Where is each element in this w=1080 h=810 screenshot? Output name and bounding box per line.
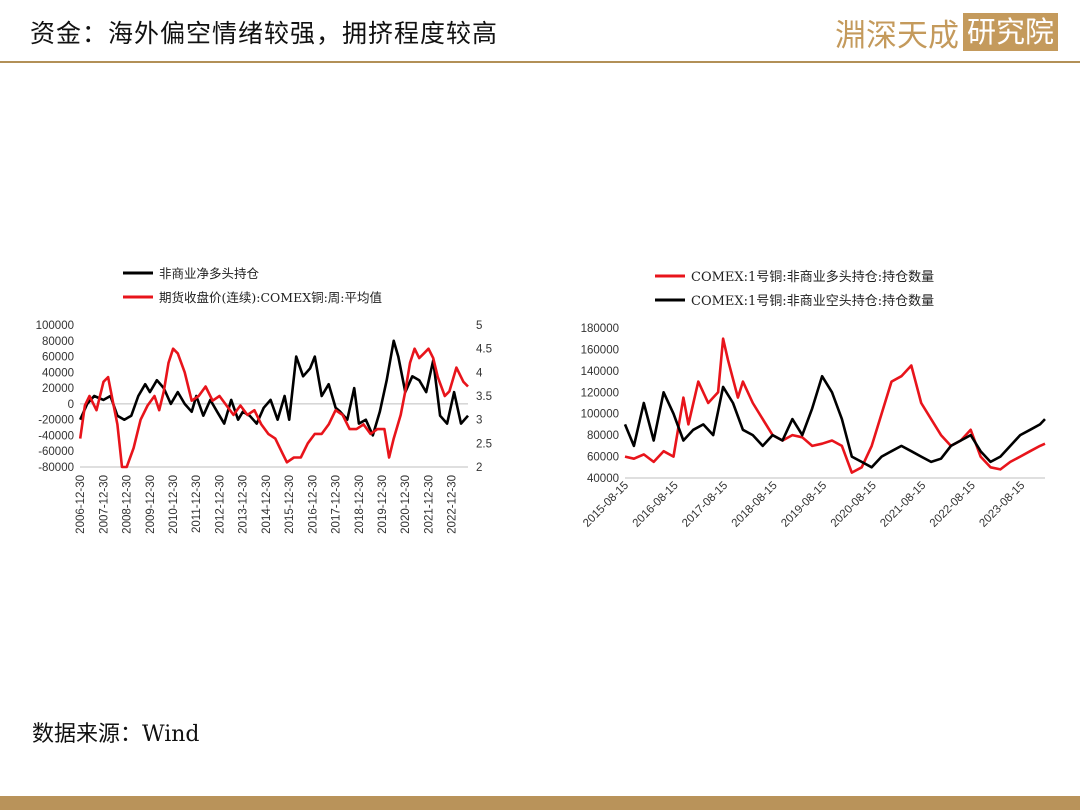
c1-ytick-left: 100000 [36, 320, 74, 332]
c1-ytick-right: 3.5 [476, 391, 492, 403]
logo-text: 淵深天成 [834, 17, 959, 54]
c1-ytick-right: 2.5 [476, 438, 492, 450]
c2-xtick: 2021-08-15 [878, 480, 928, 530]
c1-xtick: 2017-12-30 [331, 475, 343, 534]
c1-ytick-right: 4 [476, 367, 483, 379]
c2-ytick-left: 80000 [587, 430, 619, 442]
c1-xtick: 2012-12-30 [214, 475, 226, 534]
c1-xtick: 2006-12-30 [75, 475, 87, 534]
c1-xtick: 2018-12-30 [354, 475, 366, 534]
c1-ytick-left: 60000 [42, 352, 74, 364]
c1-xtick: 2014-12-30 [261, 475, 273, 534]
c2-series-line-1 [623, 374, 1046, 469]
c2-xtick: 2019-08-15 [779, 480, 829, 530]
c2-xtick: 2023-08-15 [977, 480, 1027, 530]
chart2-svg: 180000 160000 140000 120000 100000 80000 60000… [581, 269, 1046, 530]
c1-xtick: 2010-12-30 [168, 475, 180, 534]
long-short-position-chart: 180000 160000 140000 120000 100000 80000 60000… [560, 255, 1060, 555]
net-long-position-chart: 100000 80000 60000 40000 20000 0 -20000 -40000 -… [20, 255, 500, 555]
c1-xtick: 2020-12-30 [400, 475, 412, 534]
c1-ytick-right: 2 [476, 462, 482, 474]
c1-xtick: 2008-12-30 [122, 475, 134, 534]
c2-ytick-left: 120000 [581, 387, 619, 399]
c2-legend-label-0: COMEX:1号铜:非商业多头持仓:持仓数量 [691, 269, 934, 285]
c2-ytick-left: 180000 [581, 323, 619, 335]
c1-ytick-left: -20000 [38, 415, 74, 427]
c1-xtick: 2021-12-30 [423, 475, 435, 534]
c2-xtick: 2015-08-15 [581, 480, 631, 530]
c1-xtick: 2022-12-30 [447, 475, 459, 534]
c1-ytick-left: -40000 [38, 430, 74, 442]
c2-ytick-left: 140000 [581, 366, 619, 378]
c1-series-line-1 [78, 347, 469, 469]
c1-ytick-left: 40000 [42, 367, 74, 379]
brand-logo: 淵深天成 研究院 [835, 10, 1058, 54]
c1-series-line-0 [79, 339, 469, 437]
c1-ytick-left: -60000 [38, 446, 74, 458]
c2-ytick-left: 100000 [581, 409, 619, 421]
header-divider [0, 61, 1080, 63]
c1-ytick-right: 4.5 [476, 344, 492, 356]
c1-legend-label-1: 期货收盘价(连续):COMEX铜:周:平均值 [159, 290, 382, 305]
c1-xtick: 2009-12-30 [145, 475, 157, 534]
footer-bar [0, 796, 1080, 810]
c1-xtick: 2007-12-30 [98, 475, 110, 534]
data-source: 数据来源：Wind [32, 722, 200, 747]
c1-ytick-left: 20000 [42, 383, 74, 395]
c1-ytick-right: 5 [476, 320, 482, 332]
c2-ytick-left: 40000 [587, 473, 619, 485]
c1-xtick: 2016-12-30 [307, 475, 319, 534]
c2-xtick: 2018-08-15 [730, 480, 780, 530]
c1-xtick: 2019-12-30 [377, 475, 389, 534]
c2-xtick: 2017-08-15 [680, 480, 730, 530]
c2-ytick-left: 160000 [581, 344, 619, 356]
chart1-svg: 100000 80000 60000 40000 20000 0 -20000 -40000 -… [36, 266, 492, 534]
c2-xtick: 2022-08-15 [928, 480, 978, 530]
c1-xtick: 2015-12-30 [284, 475, 296, 534]
c1-ytick-left: 0 [68, 399, 74, 411]
c2-ytick-left: 60000 [587, 452, 619, 464]
c2-xtick: 2020-08-15 [829, 480, 879, 530]
logo-boxed-text: 研究院 [962, 13, 1058, 51]
c2-legend-label-1: COMEX:1号铜:非商业空头持仓:持仓数量 [691, 294, 934, 309]
c1-ytick-right: 3 [476, 415, 482, 427]
c1-legend-label-0: 非商业净多头持仓 [159, 266, 260, 281]
c1-xtick: 2013-12-30 [238, 475, 250, 534]
c1-ytick-left: -80000 [38, 462, 74, 474]
c2-xtick: 2016-08-15 [631, 480, 681, 530]
c1-xtick: 2011-12-30 [191, 475, 203, 533]
c1-ytick-left: 80000 [42, 336, 74, 348]
page-title: 资金：海外偏空情绪较强，拥挤程度较高 [30, 19, 499, 48]
